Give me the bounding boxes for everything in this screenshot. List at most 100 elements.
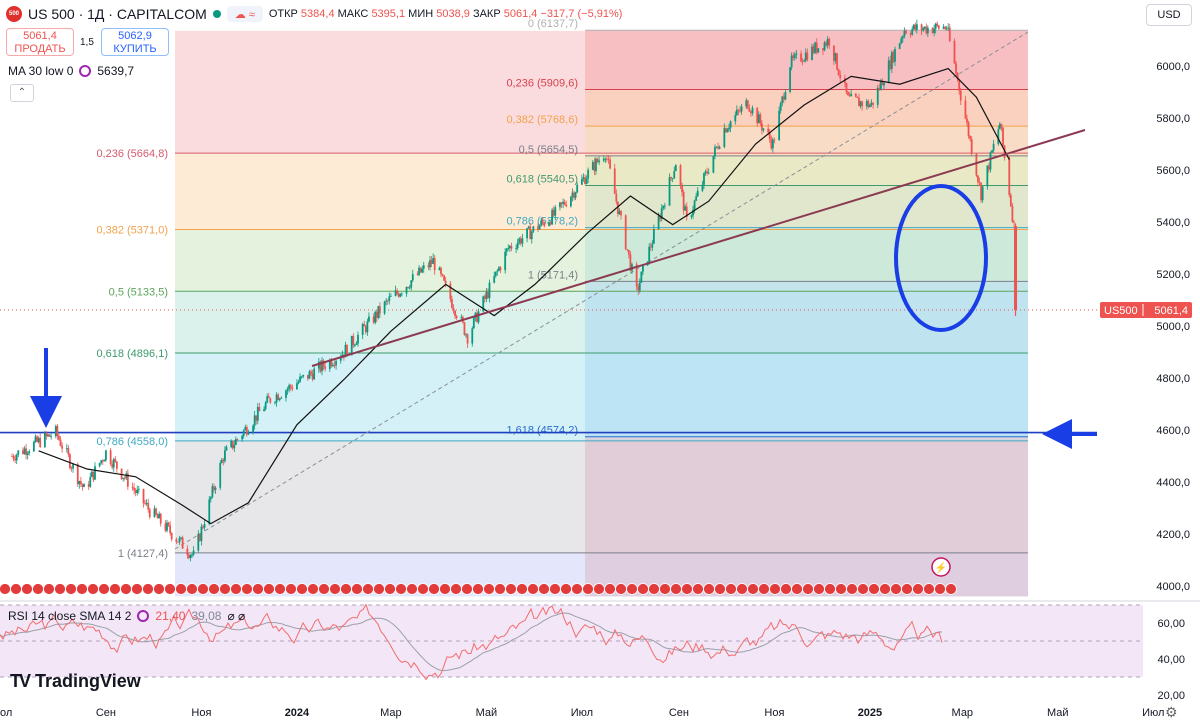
- candle-body: [220, 459, 223, 464]
- candle-body: [54, 426, 57, 437]
- candle-body: [997, 129, 1000, 144]
- event-marker-icon: [186, 583, 198, 595]
- candle-body: [225, 446, 228, 451]
- sell-price: 5061,4: [23, 30, 57, 42]
- event-marker-icon: [461, 583, 473, 595]
- candle-body: [850, 93, 853, 97]
- candle-body: [922, 28, 925, 31]
- sell-button[interactable]: 5061,4 ПРОДАТЬ: [6, 28, 74, 56]
- fib2-level-label: 0,382 (5768,6): [506, 114, 578, 126]
- candle-body: [560, 202, 563, 204]
- event-marker-icon: [571, 583, 583, 595]
- candle-body: [430, 260, 433, 264]
- candle-body: [177, 541, 179, 543]
- candle-body: [230, 440, 233, 447]
- candle-body: [36, 436, 38, 442]
- candle-body: [803, 60, 806, 62]
- candle-body: [651, 243, 654, 248]
- event-marker-icon: [417, 583, 429, 595]
- candle-body: [153, 508, 156, 518]
- compare-icon[interactable]: ☁ ≈: [226, 6, 263, 22]
- price-axis-tick: 5200,0: [1156, 269, 1190, 281]
- candle-body: [112, 459, 115, 468]
- fib1-level-label: 0,786 (4558,0): [96, 436, 168, 448]
- candle-body: [759, 114, 762, 124]
- candle-body: [236, 439, 239, 440]
- candle-body: [793, 54, 796, 58]
- candle-body: [170, 532, 173, 540]
- candle-body: [585, 178, 588, 184]
- candle-body: [925, 26, 928, 34]
- candle-body: [299, 376, 301, 382]
- candle-body: [188, 554, 190, 558]
- candle-body: [302, 374, 305, 377]
- collapse-legend-button[interactable]: ⌃: [10, 84, 34, 102]
- candle-body: [607, 159, 610, 160]
- candle-body: [912, 24, 915, 30]
- candle-body: [48, 434, 51, 437]
- candle-body: [78, 481, 81, 485]
- candle-body: [898, 43, 901, 49]
- candle-body: [482, 296, 485, 312]
- fib2-level-label: 1 (5171,4): [528, 269, 578, 281]
- event-marker-icon: [0, 583, 11, 595]
- event-marker-icon: [54, 583, 66, 595]
- event-marker-icon: [142, 583, 154, 595]
- rsi-source-icon[interactable]: [137, 610, 150, 622]
- candle-body: [836, 53, 838, 70]
- fib2-zone: [585, 227, 1028, 282]
- candle-body: [164, 523, 167, 531]
- indicator-source-icon[interactable]: [79, 65, 92, 77]
- event-marker-icon: [868, 583, 880, 595]
- event-marker-icon: [373, 583, 385, 595]
- candle-body: [410, 280, 413, 288]
- currency-selector[interactable]: USD: [1146, 4, 1192, 26]
- candle-body: [657, 215, 660, 229]
- tradingview-logo[interactable]: TV TradingView: [10, 671, 141, 692]
- tradingview-wordmark: TradingView: [35, 671, 141, 691]
- candle-body: [277, 394, 280, 401]
- candle-body: [685, 206, 688, 217]
- candle-body: [782, 96, 785, 100]
- candle-body: [142, 488, 145, 504]
- candle-body: [12, 456, 15, 459]
- event-marker-icon: [648, 583, 660, 595]
- event-marker-icon: [153, 583, 165, 595]
- buy-button[interactable]: 5062,9 КУПИТЬ: [101, 28, 169, 56]
- event-marker-icon: [780, 583, 792, 595]
- event-marker-icon: [846, 583, 858, 595]
- candle-body: [690, 215, 693, 217]
- candle-body: [693, 200, 696, 210]
- candle-body: [920, 24, 923, 31]
- gear-icon[interactable]: ⚙: [1165, 704, 1178, 720]
- candle-body: [629, 254, 632, 271]
- candle-body: [297, 381, 300, 384]
- candle-body: [383, 301, 386, 314]
- candle-body: [419, 267, 422, 273]
- candle-body: [606, 158, 608, 160]
- candle-body: [714, 147, 716, 156]
- candle-body: [372, 316, 375, 323]
- candle-body: [931, 27, 934, 34]
- candle-body: [58, 435, 60, 440]
- ma-indicator-legend[interactable]: MA 30 low 0 5639,7: [8, 64, 134, 78]
- price-axis-tick: 5400,0: [1156, 217, 1190, 229]
- candle-body: [626, 249, 629, 250]
- candle-body: [883, 82, 885, 86]
- candle-body: [156, 514, 159, 519]
- fib2-level-label: 1,618 (4574,2): [506, 425, 578, 437]
- time-axis-tick: Май: [476, 707, 498, 719]
- candle-body: [263, 409, 265, 412]
- candle-body: [488, 282, 491, 298]
- symbol-title[interactable]: US 500 · 1Д · CAPITALCOM: [28, 6, 207, 22]
- price-axis-tick: 4200,0: [1156, 529, 1190, 541]
- candle-body: [300, 376, 303, 378]
- candle-body: [472, 317, 475, 329]
- candle-body: [779, 103, 782, 111]
- event-marker-icon: [76, 583, 88, 595]
- candle-body: [890, 52, 893, 69]
- rsi-indicator-legend[interactable]: RSI 14 close SMA 14 2 21,40 39,08 ⌀ ⌀: [8, 609, 245, 623]
- candle-body: [313, 368, 316, 380]
- candle-body: [584, 177, 586, 184]
